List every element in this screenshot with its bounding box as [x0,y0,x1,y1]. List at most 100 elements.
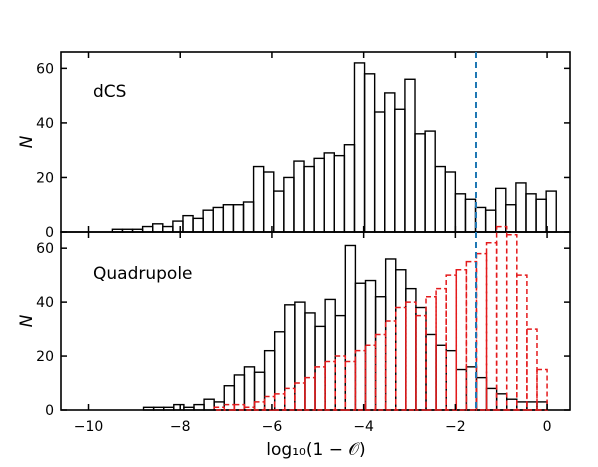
bottom-bar-black [405,287,417,411]
xtick-label: −10 [74,419,104,435]
top-bar-black [404,78,416,233]
top-bar-black [545,190,557,233]
ytick-label: 20 [36,349,54,365]
bottom-bar-black [425,333,437,411]
bottom-bar-black [183,406,195,411]
ytick-label: 0 [45,403,54,419]
top-bar-black [162,225,174,233]
bottom-bar-black [344,244,357,411]
bottom-bar-black [152,406,165,411]
bottom-bar-black [253,371,266,411]
bottom-bar-black [213,401,225,411]
top-bar-black [363,73,376,233]
ytick-label: 40 [36,116,54,132]
bottom-bar-red [435,287,447,411]
top-bar-black [273,190,285,233]
bottom-bar-red [364,344,377,411]
bottom-bar-red [294,382,306,411]
ytick-label: 0 [45,225,54,241]
top-bar-black [182,214,194,233]
top-bar-black [293,160,305,233]
bottom-bar-black [314,325,326,411]
top-bar-black [414,133,426,233]
bottom-bar-red [475,252,488,411]
top-bar-black [525,193,537,233]
bottom-bar-black [294,301,306,411]
top-bar-black [434,165,446,233]
bottom-bar-red [223,403,236,411]
top-y-axis-label: N [17,135,37,148]
top-bar-black [152,223,164,233]
bottom-bar-red [263,395,276,411]
top-bar-black [424,130,436,233]
top-axis-ticks: 0 20 40 60 [36,52,570,241]
bottom-bar-red [445,274,458,411]
top-bar-black [202,209,214,233]
top-panel-label: dCS [93,82,126,102]
bottom-bar-red [304,376,316,411]
bottom-bar-black [526,401,538,411]
bottom-bar-red [405,301,417,411]
bottom-bar-black [506,398,518,411]
bottom-bar-black [284,304,296,411]
bottom-bar-black [263,349,276,411]
bottom-bar-black [374,296,387,411]
top-histogram [111,62,557,233]
top-bar-black [484,209,497,233]
bottom-bar-black [455,368,468,411]
top-plot-frame [60,51,571,233]
bottom-bar-red [495,225,508,411]
ytick-label: 60 [36,241,54,257]
top-bar-black [313,157,325,233]
top-bar-black [464,198,477,233]
bottom-bar-black [465,366,478,411]
top-bar-black [172,220,184,233]
bottom-bar-black [243,366,256,411]
xtick-label: 0 [543,419,552,435]
bottom-bar-black [384,258,397,411]
bottom-bar-black [173,403,185,411]
bottom-bar-black [142,406,155,411]
top-bar-black [474,206,487,233]
bottom-bar-black [516,401,528,411]
bottom-bar-red [284,387,296,411]
top-bar-black [333,154,346,233]
bottom-bar-red [273,393,286,411]
top-bar-black [495,187,507,233]
top-bar-black [373,111,386,233]
bottom-bar-red [516,274,528,411]
bottom-y-axis-label: N [17,314,37,327]
bottom-bar-black [203,398,215,411]
bottom-bar-red [485,242,498,411]
top-bar-black [515,182,527,233]
bottom-bar-black [435,344,447,411]
bottom-bar-red [374,333,387,411]
top-bar-black [343,144,356,233]
bottom-bar-black [475,376,488,411]
bottom-bar-red [505,233,518,411]
xtick-label: −4 [353,419,374,435]
bottom-bar-red [455,269,468,411]
bottom-bar-black [163,406,175,411]
bottom-bar-red [526,328,538,411]
bottom-bar-red [415,314,427,411]
top-bar-black [535,198,547,233]
bottom-bar-red [536,368,548,411]
top-bar-black [323,152,335,233]
top-bar-black [141,225,154,233]
top-bar-black [454,193,467,233]
xtick-label: −8 [170,419,191,435]
top-panel: 0 20 40 60 dCS N [17,51,571,241]
bottom-bar-red [354,349,367,411]
bottom-bar-black [415,306,427,411]
top-bar-black [384,92,396,233]
bottom-bar-black [395,269,407,411]
bottom-bar-black [495,393,508,411]
top-bar-black [283,176,295,233]
bottom-bar-red [465,260,478,411]
bottom-bar-black [223,385,236,411]
bottom-bar-black [445,349,457,411]
top-bar-black [232,204,245,233]
xtick-label: −2 [445,419,466,435]
